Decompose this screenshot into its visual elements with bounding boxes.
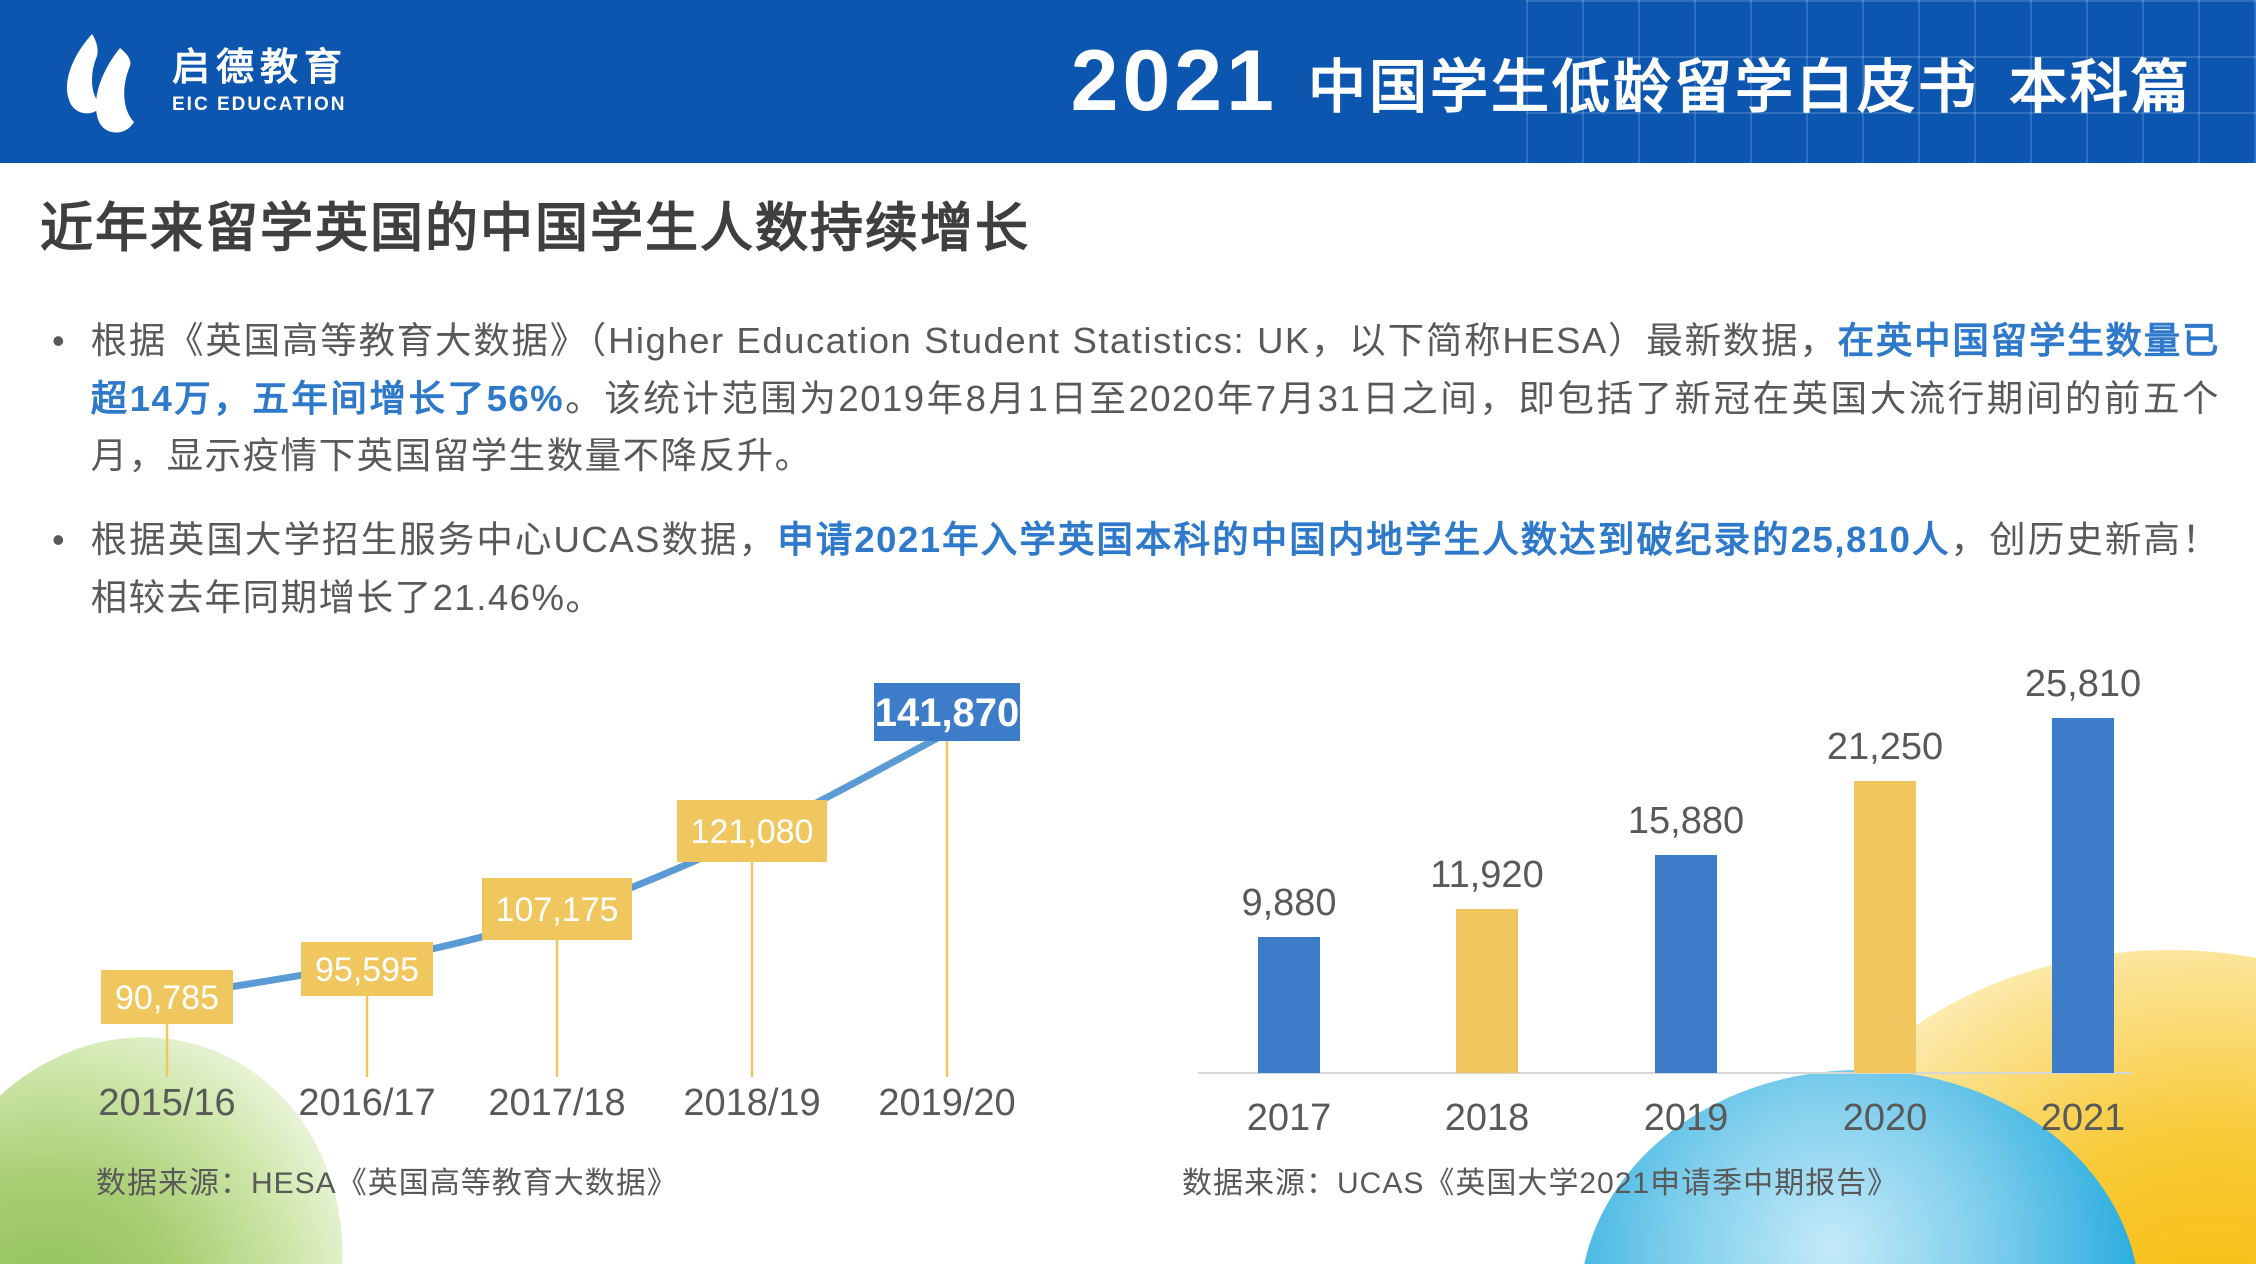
- report-title-year: 2021: [1070, 33, 1278, 129]
- x-label-2021: 2021: [2041, 1097, 2126, 1139]
- value-label-2019/20: 141,870: [875, 691, 1020, 735]
- x-label-2019/20: 2019/20: [878, 1082, 1015, 1124]
- bullet-marker: •: [52, 518, 65, 560]
- source-right: 数据来源：UCAS《英国大学2021申请季中期报告》: [1182, 1167, 1899, 1200]
- bar-value-2019: 15,880: [1628, 800, 1744, 842]
- x-label-2019: 2019: [1644, 1097, 1729, 1139]
- value-label-2016/17: 95,595: [315, 951, 419, 989]
- ucas-bar-chart: 9,880 2017 11,920 2018 15,880 2019 21,250 2020 2…: [1198, 663, 2141, 1139]
- report-title-sub: 本科篇: [2008, 54, 2192, 120]
- header: 启德教育 EIC EDUCATION 2021 中国学生低龄留学白皮书 本科篇: [0, 0, 2256, 163]
- report-title-main: 中国学生低龄留学白皮书: [1307, 54, 1979, 120]
- page-title: 近年来留学英国的中国学生人数持续增长: [40, 199, 1030, 258]
- source-left: 数据来源：HESA《英国高等教育大数据》: [96, 1167, 678, 1200]
- header-grid-pattern: [1526, 0, 2256, 163]
- report-title: 2021 中国学生低龄留学白皮书 本科篇: [1071, 0, 2192, 163]
- logo-name-en: EIC EDUCATION: [172, 93, 347, 115]
- hesa-line-chart: 90,785 95,595 107,175 121,080 141,870 2015/16…: [98, 683, 1020, 1124]
- bullet1-pre: 根据《英国高等教育大数据》（Higher Education Student S…: [90, 320, 1838, 361]
- x-label-2015/16: 2015/16: [98, 1082, 235, 1124]
- x-label-2018/19: 2018/19: [683, 1082, 820, 1124]
- bar-2017: [1258, 937, 1320, 1073]
- value-box-2017/18: [482, 878, 632, 940]
- value-box-2019/20: [874, 683, 1020, 741]
- x-label-2017: 2017: [1247, 1097, 1332, 1139]
- bar-value-2018: 11,920: [1430, 854, 1543, 896]
- x-label-2016/17: 2016/17: [298, 1082, 435, 1124]
- bar-value-2017: 9,880: [1241, 882, 1336, 924]
- value-label-2017/18: 107,175: [496, 891, 619, 929]
- bullet-marker: •: [52, 320, 65, 361]
- x-label-2020: 2020: [1843, 1097, 1928, 1139]
- eic-flame-icon: [66, 34, 134, 133]
- logo-name-cn: 启德教育: [172, 47, 349, 90]
- bar-2020: [1854, 781, 1916, 1073]
- value-box-2018/19: [677, 800, 827, 862]
- bar-value-2021: 25,810: [2025, 663, 2141, 705]
- logo-text: 启德教育 EIC EDUCATION: [172, 47, 349, 116]
- value-label-2018/19: 121,080: [691, 813, 814, 851]
- eic-logo: 启德教育 EIC EDUCATION: [56, 30, 348, 134]
- value-label-2015/16: 90,785: [115, 979, 219, 1017]
- x-label-2018: 2018: [1445, 1097, 1530, 1139]
- bar-2019: [1655, 855, 1717, 1073]
- bar-value-2020: 21,250: [1827, 726, 1943, 768]
- bullet2-pre: 根据英国大学招生服务中心UCAS数据，: [90, 518, 778, 560]
- bar-2021: [2052, 718, 2114, 1073]
- bar-2018: [1456, 909, 1518, 1073]
- x-label-2017/18: 2017/18: [488, 1082, 625, 1124]
